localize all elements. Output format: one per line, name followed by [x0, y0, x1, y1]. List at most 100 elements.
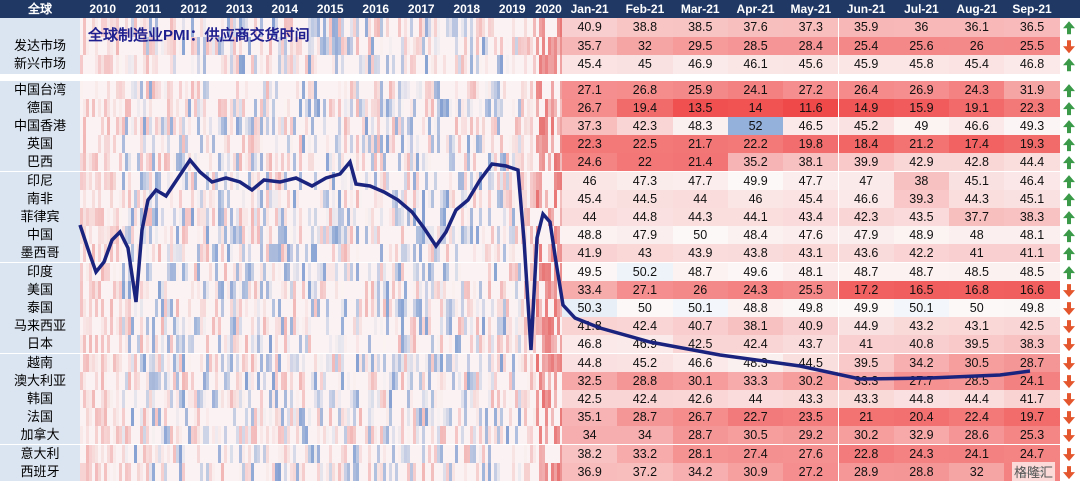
history-stripe [110, 444, 113, 463]
history-stripe [140, 80, 143, 99]
history-stripe [224, 207, 227, 227]
history-stripe [437, 226, 440, 245]
history-stripe [362, 98, 365, 117]
row-name: 韩国 [0, 389, 80, 409]
history-stripe [200, 462, 203, 481]
history-stripe [146, 317, 149, 336]
history-stripe [83, 98, 86, 117]
history-stripe [359, 408, 362, 427]
history-stripe [107, 116, 110, 136]
history-stripe [257, 189, 260, 208]
history-stripe [89, 171, 92, 190]
history-stripe [167, 116, 170, 136]
history-stripe [308, 335, 311, 354]
history-stripe [530, 153, 533, 172]
history-stripe [155, 226, 158, 245]
history-stripe [560, 462, 563, 481]
history-stripe [539, 371, 542, 390]
history-stripe [197, 317, 200, 336]
history-stripe [179, 135, 182, 154]
history-stripe [557, 353, 560, 372]
pmi-cell: 42.6 [672, 389, 728, 409]
history-stripe [176, 389, 179, 409]
history-stripe [209, 116, 212, 136]
history-stripe [122, 189, 125, 208]
history-stripe [125, 226, 128, 245]
history-stripe [512, 36, 515, 55]
history-stripe [212, 207, 215, 227]
history-stripe [266, 280, 269, 299]
history-stripe [191, 171, 194, 190]
history-stripe [404, 244, 407, 263]
history-stripe [215, 244, 218, 263]
history-stripe [338, 389, 341, 409]
history-stripe [560, 335, 563, 354]
history-stripe [257, 135, 260, 154]
history-stripe [122, 262, 125, 281]
history-stripe [176, 426, 179, 445]
history-stripe [398, 207, 401, 227]
history-stripe [245, 116, 248, 136]
pmi-cell: 43.5 [893, 207, 950, 227]
history-stripe [419, 36, 422, 55]
history-stripe [122, 317, 125, 336]
history-stripe [236, 153, 239, 172]
history-stripe [95, 298, 98, 318]
pmi-cell: 26.7 [672, 408, 728, 427]
history-stripe [440, 226, 443, 245]
history-stripes [80, 298, 563, 318]
history-stripe [113, 444, 116, 463]
pmi-cell: 44.3 [949, 189, 1005, 208]
history-stripe [293, 116, 296, 136]
history-stripe [176, 153, 179, 172]
history-stripe [536, 317, 539, 336]
pmi-cell: 24.7 [1004, 444, 1060, 463]
pmi-cell: 27.2 [783, 80, 839, 99]
history-stripe [239, 262, 242, 281]
history-stripe [152, 244, 155, 263]
history-stripe [530, 426, 533, 445]
history-stripe [395, 371, 398, 390]
row-name: 加拿大 [0, 426, 80, 445]
history-stripe [335, 262, 338, 281]
history-stripe [515, 426, 518, 445]
trend-arrow [1060, 335, 1080, 353]
year-label: 2016 [353, 0, 399, 18]
pmi-cell: 41.9 [562, 244, 618, 263]
history-stripe [149, 171, 152, 190]
history-stripe [512, 207, 515, 227]
history-stripe [320, 36, 323, 55]
history-stripe [104, 18, 107, 37]
history-stripe [245, 371, 248, 390]
history-stripe [341, 153, 344, 172]
history-stripe [155, 353, 158, 372]
history-stripe [251, 371, 254, 390]
history-stripe [308, 153, 311, 172]
history-stripe [323, 189, 326, 208]
history-stripe [464, 171, 467, 190]
history-stripe [278, 317, 281, 336]
history-stripe [446, 317, 449, 336]
history-stripe [347, 244, 350, 263]
history-stripe [104, 153, 107, 172]
history-stripe [230, 18, 233, 37]
pmi-cell: 36 [893, 18, 950, 37]
history-stripe [491, 116, 494, 136]
history-stripe [158, 444, 161, 463]
history-stripe [329, 18, 332, 37]
history-stripe [254, 226, 257, 245]
history-stripe [380, 426, 383, 445]
history-stripe [92, 153, 95, 172]
history-stripe [203, 317, 206, 336]
history-stripe [395, 207, 398, 227]
history-stripe [263, 98, 266, 117]
month-label: Jul-21 [893, 0, 950, 18]
history-stripe [314, 389, 317, 409]
history-stripe [461, 389, 464, 409]
history-stripe [305, 317, 308, 336]
pmi-cell: 49.9 [727, 171, 784, 190]
history-stripe [278, 207, 281, 227]
history-stripe [191, 426, 194, 445]
history-stripe [176, 317, 179, 336]
history-stripe [434, 18, 437, 37]
